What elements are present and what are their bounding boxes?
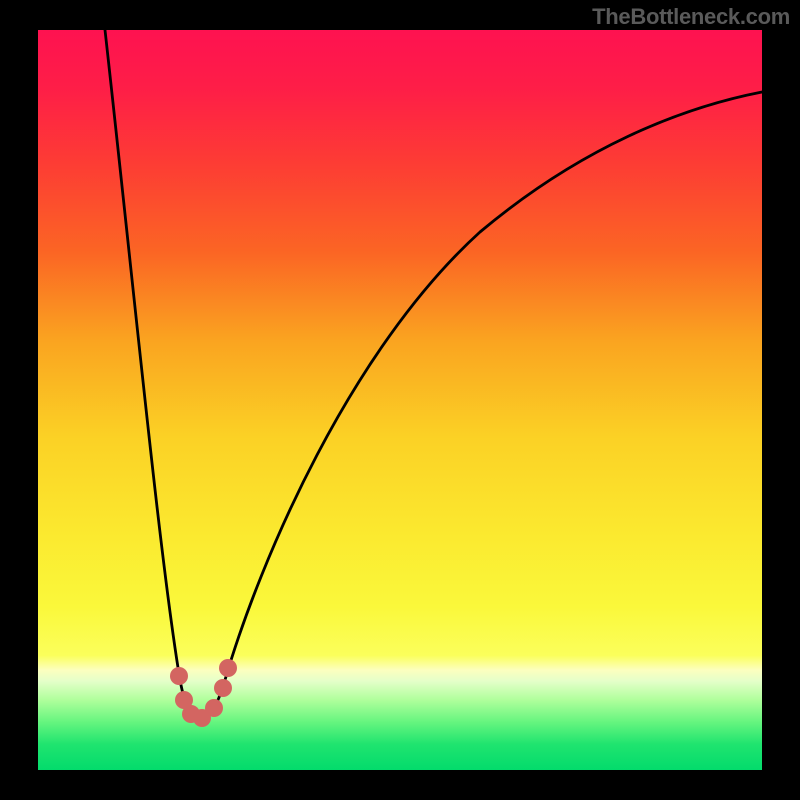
bottleneck-chart: [0, 0, 800, 800]
curve-marker: [214, 679, 232, 697]
curve-marker: [205, 699, 223, 717]
curve-marker: [170, 667, 188, 685]
curve-marker: [219, 659, 237, 677]
plot-background: [38, 30, 762, 770]
chart-frame: TheBottleneck.com: [0, 0, 800, 800]
watermark-text: TheBottleneck.com: [592, 4, 790, 30]
